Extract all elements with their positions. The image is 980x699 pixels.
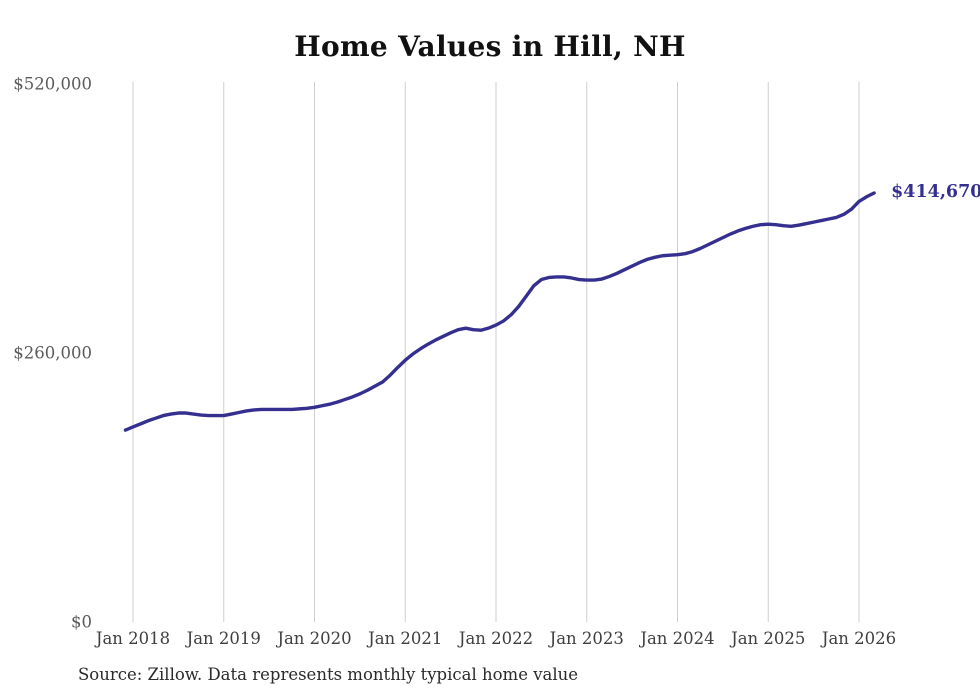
- x-axis-tick-label: Jan 2025: [729, 629, 805, 648]
- x-axis-tick-label: Jan 2023: [548, 629, 624, 648]
- x-axis-tick-label: Jan 2024: [638, 629, 714, 648]
- y-axis-tick-label: $260,000: [13, 344, 92, 363]
- x-axis-tick-label: Jan 2022: [457, 629, 533, 648]
- latest-value-label: $414,670: [891, 181, 980, 202]
- chart-title: Home Values in Hill, NH: [294, 30, 686, 63]
- x-axis-tick-label: Jan 2026: [820, 629, 896, 648]
- x-axis-tick-label: Jan 2019: [185, 629, 261, 648]
- y-axis-tick-label: $520,000: [13, 75, 92, 94]
- source-note: Source: Zillow. Data represents monthly …: [78, 665, 579, 684]
- y-axis-tick-label: $0: [71, 613, 92, 632]
- x-axis-tick-label: Jan 2020: [275, 629, 351, 648]
- x-axis-tick-label: Jan 2021: [366, 629, 442, 648]
- home-value-line: [123, 191, 876, 432]
- x-axis-tick-label: Jan 2018: [94, 629, 170, 648]
